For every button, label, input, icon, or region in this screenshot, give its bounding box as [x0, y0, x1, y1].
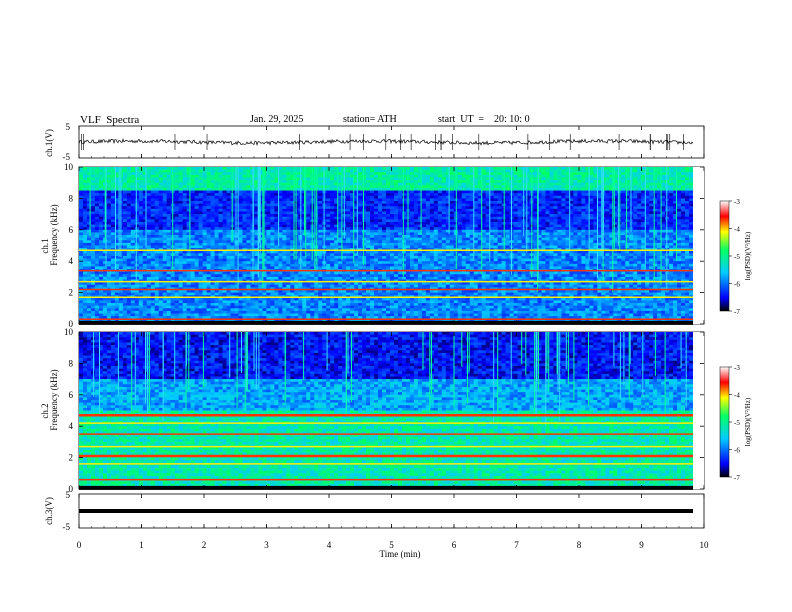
ch1-spectrogram-panel: 0 2 4 6 8 10 ch.1 Frequency (kHz) — [40, 162, 705, 329]
spectrogram-blank-tail — [693, 332, 704, 489]
ch1-colorbar: -3 -4 -5 -6 -7 log(PSD)(V²/Hz) — [719, 198, 752, 316]
ytick-label: 6 — [69, 390, 74, 400]
ytick-label: 8 — [69, 358, 74, 368]
xtick-label: 9 — [639, 540, 644, 550]
xtick-label: 6 — [452, 540, 457, 550]
xtick-label: 5 — [389, 540, 394, 550]
ch1-spec-ylabel: Frequency (kHz) — [49, 204, 59, 265]
spectrogram-blank-tail — [693, 167, 704, 324]
ytick-label: 0 — [69, 484, 74, 494]
ch2-spectrogram-panel: 0 2 4 6 8 10 ch.2 Frequency (kHz) — [40, 327, 705, 494]
colorbar-tick-label: -7 — [734, 474, 740, 482]
xtick-label: 10 — [700, 540, 710, 550]
dc-stripe — [79, 485, 693, 490]
x-axis-label: Time (min) — [380, 549, 421, 559]
ytick-label: 6 — [69, 225, 74, 235]
colorbar-tick-label: -7 — [734, 308, 740, 316]
ytick-label: 0 — [69, 319, 74, 329]
ytick-label: 10 — [64, 327, 74, 337]
xtick-label: 8 — [577, 540, 582, 550]
colorbar-tick-label: -4 — [734, 392, 740, 400]
ch3-ytick-bottom: -5 — [63, 522, 71, 532]
xtick-label: 7 — [514, 540, 519, 550]
ch3-ylabel: ch.3(V) — [44, 497, 54, 525]
start-ut-label: start UT = 20: 10: 0 — [438, 114, 530, 125]
colorbar-tick-label: -6 — [734, 281, 740, 289]
date-label: Jan. 29, 2025 — [250, 114, 304, 125]
ch1-waveform-panel: 5 -5 ch.1(V) — [44, 122, 705, 162]
xtick-label: 3 — [264, 540, 269, 550]
xtick-label: 0 — [77, 540, 82, 550]
ytick-label: 8 — [69, 193, 74, 203]
ch3-ytick-top: 5 — [66, 490, 71, 500]
dc-stripe — [79, 320, 693, 325]
ytick-label: 2 — [69, 288, 74, 298]
ytick-label: 2 — [69, 453, 74, 463]
xtick-label: 1 — [139, 540, 144, 550]
ch1-ytick-top: 5 — [66, 122, 71, 132]
ch1-spec-channel-label: ch.1 — [40, 238, 50, 253]
ytick-label: 10 — [64, 162, 74, 172]
xtick-label: 2 — [202, 540, 207, 550]
ch1-colorbar-label: log(PSD)(V²/Hz) — [744, 231, 752, 280]
colorbar-tick-label: -3 — [734, 198, 740, 206]
colorbar-tick-label: -3 — [734, 364, 740, 372]
ch1-ylabel: ch.1(V) — [44, 129, 54, 157]
ch2-spec-channel-label: ch.2 — [40, 403, 50, 418]
colorbar-tick-label: -4 — [734, 226, 740, 234]
ch3-waveform-panel: 5 -5 ch.3(V) — [44, 490, 705, 532]
ch3-signal-line — [79, 509, 693, 513]
colorbar-tick-label: -5 — [734, 253, 740, 261]
ytick-label: 4 — [69, 256, 74, 266]
station-label: station= ATH — [343, 114, 397, 125]
ytick-label: 4 — [69, 421, 74, 431]
ch2-colorbar-label: log(PSD)(V²/Hz) — [744, 397, 752, 446]
xtick-label: 4 — [327, 540, 332, 550]
colorbar-tick-label: -5 — [734, 419, 740, 427]
colorbar-tick-label: -6 — [734, 447, 740, 455]
ch2-colorbar: -3 -4 -5 -6 -7 log(PSD)(V²/Hz) — [719, 364, 752, 482]
ch2-spec-ylabel: Frequency (kHz) — [49, 369, 59, 430]
ch1-ytick-bottom: -5 — [63, 152, 71, 162]
x-axis: 0 1 2 3 4 5 6 7 8 9 10 — [77, 126, 709, 550]
chart-title: VLF Spectra — [80, 114, 140, 126]
